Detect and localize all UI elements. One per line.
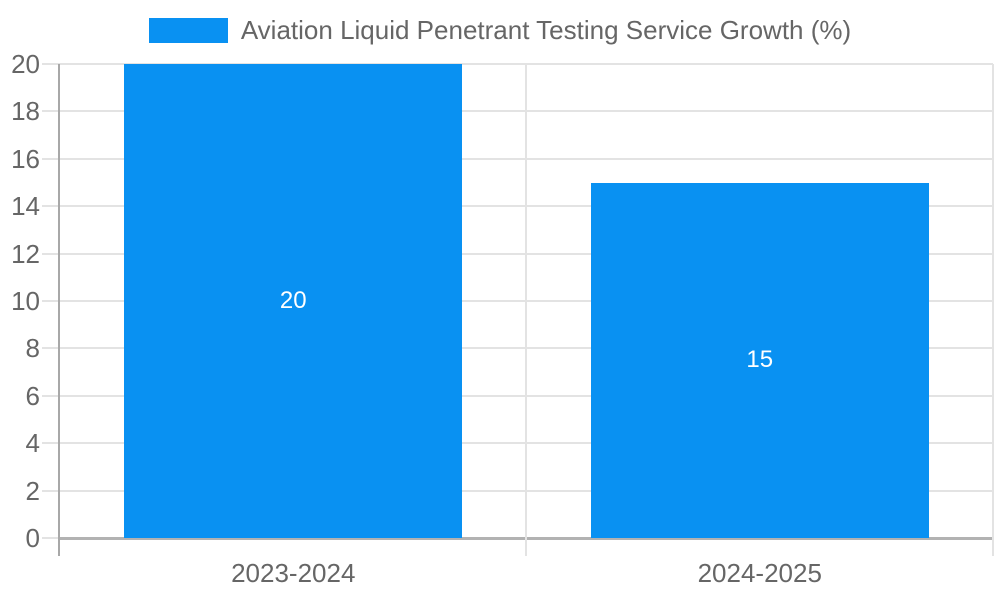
gridline — [42, 394, 993, 397]
y-tick-label: 2 — [25, 475, 40, 506]
gridline — [42, 157, 993, 160]
legend-swatch-icon — [148, 18, 228, 43]
y-tick-label: 0 — [25, 523, 40, 553]
category-boundary-line — [991, 64, 994, 556]
chart-legend[interactable]: Aviation Liquid Penetrant Testing Servic… — [0, 15, 1000, 46]
y-tick-label: 18 — [11, 96, 40, 127]
bar — [590, 182, 929, 538]
gridline — [42, 110, 993, 113]
gridline — [42, 347, 993, 350]
category-boundary-line — [525, 64, 527, 556]
y-tick-label: 8 — [25, 333, 40, 364]
gridline — [42, 252, 993, 255]
x-category-label: 2024-2025 — [697, 558, 822, 588]
bar-value-label: 15 — [746, 346, 774, 374]
gridline — [42, 489, 993, 492]
bar-value-label: 20 — [279, 287, 307, 314]
y-tick-label: 12 — [11, 238, 40, 269]
y-tick-label: 10 — [11, 286, 40, 316]
gridline — [42, 205, 993, 208]
y-tick-label: 16 — [11, 143, 40, 174]
y-tick-label: 4 — [25, 428, 40, 459]
gridline — [42, 63, 993, 65]
gridline — [42, 300, 993, 302]
y-tick-label: 6 — [25, 380, 40, 411]
y-tick-label: 20 — [11, 49, 40, 79]
legend-label: Aviation Liquid Penetrant Testing Servic… — [240, 15, 852, 45]
y-axis-line — [58, 64, 60, 556]
x-category-label: 2023-2024 — [231, 558, 356, 588]
gridline — [42, 442, 993, 445]
axis-tick — [42, 537, 58, 539]
y-tick-label: 14 — [11, 191, 40, 222]
bar — [124, 64, 463, 538]
